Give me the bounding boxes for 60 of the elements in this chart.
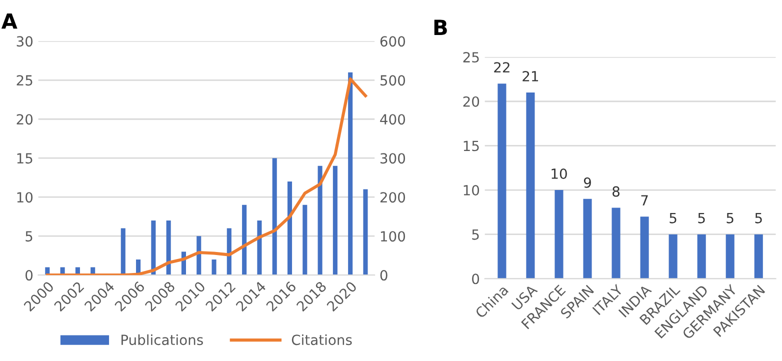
data-label: 21 [522, 70, 538, 82]
data-label: 5 [670, 213, 676, 224]
y-tick-label: 20 [463, 96, 480, 107]
bar [120, 228, 126, 276]
y2-tick-label: 300 [380, 153, 406, 164]
bar [726, 234, 734, 279]
y-tick-label: 15 [17, 153, 32, 164]
bar [554, 190, 564, 279]
data-label: 5 [698, 213, 705, 224]
y-tick-label: 5 [26, 231, 32, 242]
bar [348, 72, 353, 276]
bar [526, 92, 535, 279]
bar [272, 158, 277, 276]
data-label: 8 [612, 186, 620, 197]
y2-tick-label: 200 [380, 192, 406, 203]
y2-tick-label: 100 [380, 231, 406, 242]
bar [498, 84, 506, 279]
y-tick-label: 10 [464, 185, 480, 196]
y-tick-label: 15 [464, 140, 479, 152]
bar [226, 228, 232, 276]
legend-label: Citations [292, 334, 352, 346]
bar [196, 236, 202, 276]
y-tick-label: 5 [472, 230, 479, 240]
data-label: 5 [726, 213, 734, 224]
y2-tick-label: 0 [380, 270, 388, 281]
bar [151, 220, 156, 276]
bar [583, 198, 592, 279]
bar [166, 220, 171, 276]
bar [318, 166, 322, 276]
bar [287, 182, 292, 276]
bar [612, 208, 620, 279]
data-label: 5 [755, 213, 762, 224]
data-label: 9 [584, 177, 591, 188]
y-tick-label: 25 [463, 52, 479, 63]
y-tick-label: 30 [16, 36, 33, 47]
y2-tick-label: 400 [380, 114, 406, 125]
data-label: 22 [494, 62, 510, 72]
chart-title: A [1, 13, 18, 29]
legend-label: Publications [122, 334, 203, 346]
bar [302, 204, 308, 276]
bar [363, 189, 368, 276]
line-series [46, 77, 368, 276]
bar [697, 234, 706, 279]
bar [242, 204, 247, 276]
y2-tick-label: 500 [380, 75, 406, 86]
data-label: 7 [641, 195, 648, 206]
y-tick-label: 0 [26, 270, 33, 281]
y-tick-label: 0 [472, 274, 480, 284]
bar [332, 166, 338, 276]
y2-tick-label: 600 [380, 36, 406, 47]
bar [640, 216, 649, 279]
y-tick-label: 25 [16, 75, 32, 86]
y-tick-label: 20 [16, 114, 33, 125]
bar [212, 259, 216, 276]
data-label: 10 [552, 168, 567, 180]
bar [754, 234, 763, 279]
y-tick-label: 10 [17, 192, 33, 203]
bar [668, 234, 678, 279]
chart-title: B [434, 20, 447, 35]
bar [257, 220, 262, 276]
